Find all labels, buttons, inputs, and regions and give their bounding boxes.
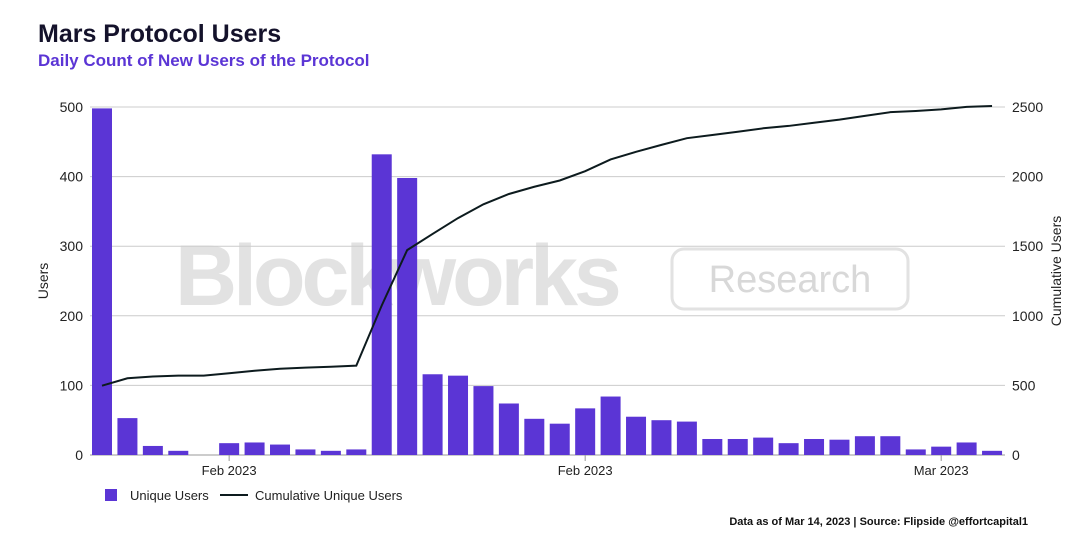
bar bbox=[854, 436, 875, 455]
bar bbox=[498, 403, 519, 455]
bar bbox=[905, 449, 926, 455]
chart-title: Mars Protocol Users bbox=[38, 20, 282, 48]
bar bbox=[956, 442, 977, 455]
y2-tick-label: 1500 bbox=[1012, 238, 1043, 254]
bar bbox=[270, 444, 291, 455]
watermark-box bbox=[670, 247, 910, 311]
bar bbox=[676, 421, 697, 455]
bar bbox=[524, 418, 545, 455]
y2-tick-label: 0 bbox=[1012, 447, 1020, 463]
cumulative-line bbox=[101, 105, 993, 387]
bar bbox=[397, 177, 418, 455]
bar bbox=[727, 438, 748, 455]
bar bbox=[702, 438, 723, 455]
y-tick-label: 200 bbox=[60, 308, 84, 324]
bar bbox=[346, 449, 367, 455]
footer-source: Data as of Mar 14, 2023 | Source: Flipsi… bbox=[729, 516, 1028, 528]
x-tick-label: Feb 2023 bbox=[558, 463, 613, 478]
bar bbox=[168, 450, 189, 455]
y-tick-label: 500 bbox=[60, 99, 84, 115]
bar bbox=[626, 416, 647, 455]
y-tick-label: 400 bbox=[60, 169, 84, 185]
bar bbox=[219, 443, 240, 455]
bar bbox=[931, 446, 952, 455]
y2-tick-label: 500 bbox=[1012, 377, 1036, 393]
bar bbox=[295, 449, 316, 455]
x-tick-label: Mar 2023 bbox=[914, 463, 969, 478]
watermark-tag: Research bbox=[709, 259, 872, 301]
watermark-brand: Blockworks bbox=[175, 228, 619, 324]
y-axis-label: Users bbox=[35, 263, 51, 300]
bar bbox=[244, 442, 265, 455]
bar bbox=[753, 437, 774, 455]
legend-swatch-bar bbox=[105, 489, 117, 501]
legend: Unique Users Cumulative Unique Users bbox=[105, 488, 403, 503]
y2-tick-label: 1000 bbox=[1012, 308, 1043, 324]
bar bbox=[92, 108, 112, 455]
bar bbox=[117, 418, 138, 455]
bar bbox=[829, 439, 850, 455]
bar bbox=[320, 450, 341, 455]
watermark: Blockworks Research bbox=[175, 228, 910, 324]
legend-label-unique-users: Unique Users bbox=[130, 488, 209, 503]
y-tick-label: 0 bbox=[75, 447, 83, 463]
bar bbox=[142, 445, 163, 455]
bar bbox=[575, 408, 596, 455]
chart-subtitle: Daily Count of New Users of the Protocol bbox=[38, 51, 370, 70]
legend-label-cumulative: Cumulative Unique Users bbox=[255, 488, 403, 503]
bar bbox=[880, 436, 901, 455]
bar bbox=[600, 396, 621, 455]
y-tick-label: 300 bbox=[60, 238, 84, 254]
bar bbox=[804, 438, 825, 455]
bar bbox=[778, 443, 799, 455]
x-tick-label: Feb 2023 bbox=[202, 463, 257, 478]
bar bbox=[473, 386, 494, 455]
bar bbox=[982, 450, 1003, 455]
bar bbox=[651, 420, 672, 455]
y-tick-label: 100 bbox=[60, 377, 84, 393]
y2-axis-label: Cumulative Users bbox=[1048, 216, 1064, 326]
y2-tick-label: 2500 bbox=[1012, 99, 1043, 115]
bar bbox=[448, 375, 469, 455]
bar bbox=[549, 423, 570, 455]
bar bbox=[422, 374, 443, 455]
y2-tick-label: 2000 bbox=[1012, 169, 1043, 185]
